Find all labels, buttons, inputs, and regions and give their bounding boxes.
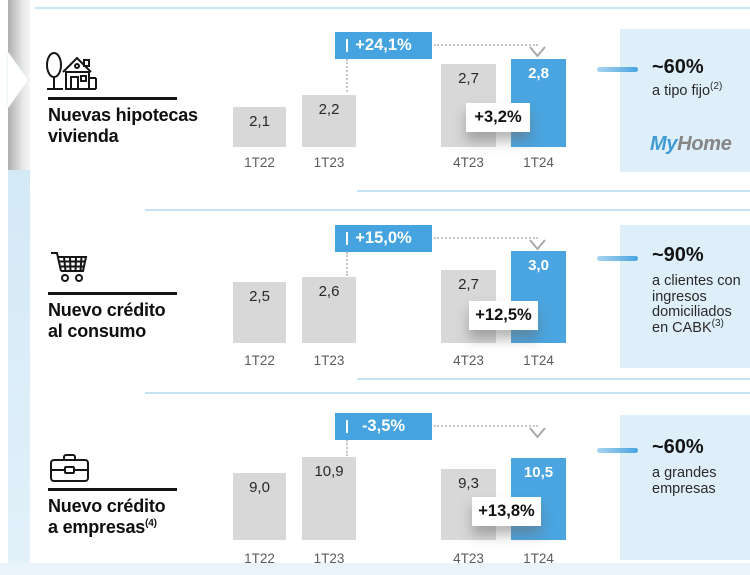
bar-value: 2,8 <box>528 65 549 82</box>
bar-1T23: 2,2 <box>302 95 356 147</box>
arrow-down-icon <box>529 239 546 257</box>
top-border-line <box>35 7 750 9</box>
panel-headline: ~60% <box>652 436 704 458</box>
axis-label: 4T23 <box>453 551 484 566</box>
callout-tick <box>346 39 348 52</box>
bottom-strip <box>0 563 750 575</box>
qoq-change-box: +12,5% <box>469 301 538 330</box>
callout-tick <box>346 420 348 433</box>
chevron-notch <box>8 52 28 108</box>
bar-value: 2,5 <box>249 288 270 305</box>
metric-title: Nuevo crédito al consumo <box>48 300 248 342</box>
yoy-value: -3,5% <box>361 417 406 435</box>
axis-label: 1T22 <box>244 551 275 566</box>
highlight-panel <box>620 415 750 560</box>
axis-label: 1T23 <box>313 155 345 170</box>
bar-1T22: 9,0 <box>233 473 286 540</box>
axis-label: 1T24 <box>523 155 554 170</box>
bar-1T22: 2,1 <box>233 107 286 147</box>
panel-connector-dash <box>597 448 638 453</box>
bar-1T22: 2,5 <box>233 282 286 343</box>
myhome-logo: MyHome <box>650 133 732 155</box>
axis-label: 1T23 <box>313 551 345 566</box>
panel-text: a clientes con ingresos domiciliados en CAB… <box>652 273 741 336</box>
title-line: vivienda <box>48 126 119 146</box>
row-separator <box>357 378 750 380</box>
title-line: al consumo <box>48 321 147 341</box>
axis-label: 4T23 <box>453 155 484 170</box>
highlight-panel <box>620 225 750 368</box>
metric-title: Nuevo crédito a empresas(4) <box>48 496 248 538</box>
metric-title: Nuevas hipotecas vivienda <box>48 105 248 147</box>
briefcase-icon <box>50 452 90 483</box>
title-superscript: (4) <box>145 518 157 529</box>
bar-1T24-highlight: 10,5 <box>511 458 566 540</box>
axis-label: 1T23 <box>313 353 345 368</box>
qoq-change-box: +3,2% <box>466 103 530 132</box>
panel-connector-dash <box>597 67 638 72</box>
dotted-connector-horizontal <box>434 44 538 46</box>
dotted-connector-vertical <box>346 59 348 92</box>
yoy-value: +24,1% <box>355 36 412 54</box>
row-separator <box>357 190 750 192</box>
bar-value: 10,5 <box>523 464 554 481</box>
panel-superscript: (3) <box>711 317 724 329</box>
title-rule <box>48 488 177 491</box>
title-rule <box>48 97 177 100</box>
bar-value: 2,1 <box>249 113 270 130</box>
panel-superscript: (2) <box>710 81 723 93</box>
axis-label: 4T23 <box>453 353 484 368</box>
panel-headline: ~90% <box>652 244 704 266</box>
yoy-callout: -3,5% <box>335 413 432 440</box>
panel-headline: ~60% <box>652 56 704 78</box>
row-separator <box>145 209 750 211</box>
cart-icon <box>50 250 88 284</box>
arrow-down-icon <box>529 427 546 445</box>
bar-value: 9,3 <box>458 475 479 492</box>
bar-value: 9,0 <box>249 479 270 496</box>
qoq-change-box: +13,8% <box>472 497 541 526</box>
bar-value: 2,7 <box>458 70 479 87</box>
bar-value: 2,6 <box>318 283 340 300</box>
highlight-panel <box>620 29 750 172</box>
panel-text: a tipo fijo(2) <box>652 81 723 99</box>
panel-connector-dash <box>597 256 638 261</box>
axis-label: 1T24 <box>523 353 554 368</box>
yoy-callout: +15,0% <box>335 225 432 252</box>
title-rule <box>48 292 177 295</box>
qoq-value: +3,2% <box>474 108 522 126</box>
dotted-connector-horizontal <box>434 237 538 239</box>
bar-1T23: 2,6 <box>302 277 356 343</box>
axis-label: 1T22 <box>244 155 275 170</box>
title-line: Nuevo crédito <box>48 300 166 320</box>
yoy-value: +15,0% <box>355 229 412 247</box>
dotted-connector-vertical <box>346 440 348 456</box>
bar-value: 3,0 <box>528 257 549 274</box>
title-line: a empresas <box>48 517 146 537</box>
yoy-callout: +24,1% <box>335 32 432 59</box>
bar-value: 2,2 <box>318 101 340 118</box>
axis-label: 1T24 <box>523 551 554 566</box>
panel-text: a grandes empresas <box>652 465 717 497</box>
dotted-connector-vertical <box>346 252 348 276</box>
row-separator <box>145 392 750 394</box>
qoq-value: +12,5% <box>475 306 532 324</box>
arrow-down-icon <box>529 46 546 64</box>
bar-value: 10,9 <box>314 463 344 480</box>
qoq-value: +13,8% <box>478 502 535 520</box>
bar-1T23: 10,9 <box>302 457 356 540</box>
house-icon <box>46 50 98 92</box>
left-blue-band <box>8 170 30 575</box>
callout-tick <box>346 232 348 245</box>
axis-label: 1T22 <box>244 353 275 368</box>
dotted-connector-horizontal <box>434 425 538 427</box>
title-line: Nuevo crédito <box>48 496 166 516</box>
title-line: Nuevas hipotecas <box>48 105 198 125</box>
bar-value: 2,7 <box>458 276 479 293</box>
